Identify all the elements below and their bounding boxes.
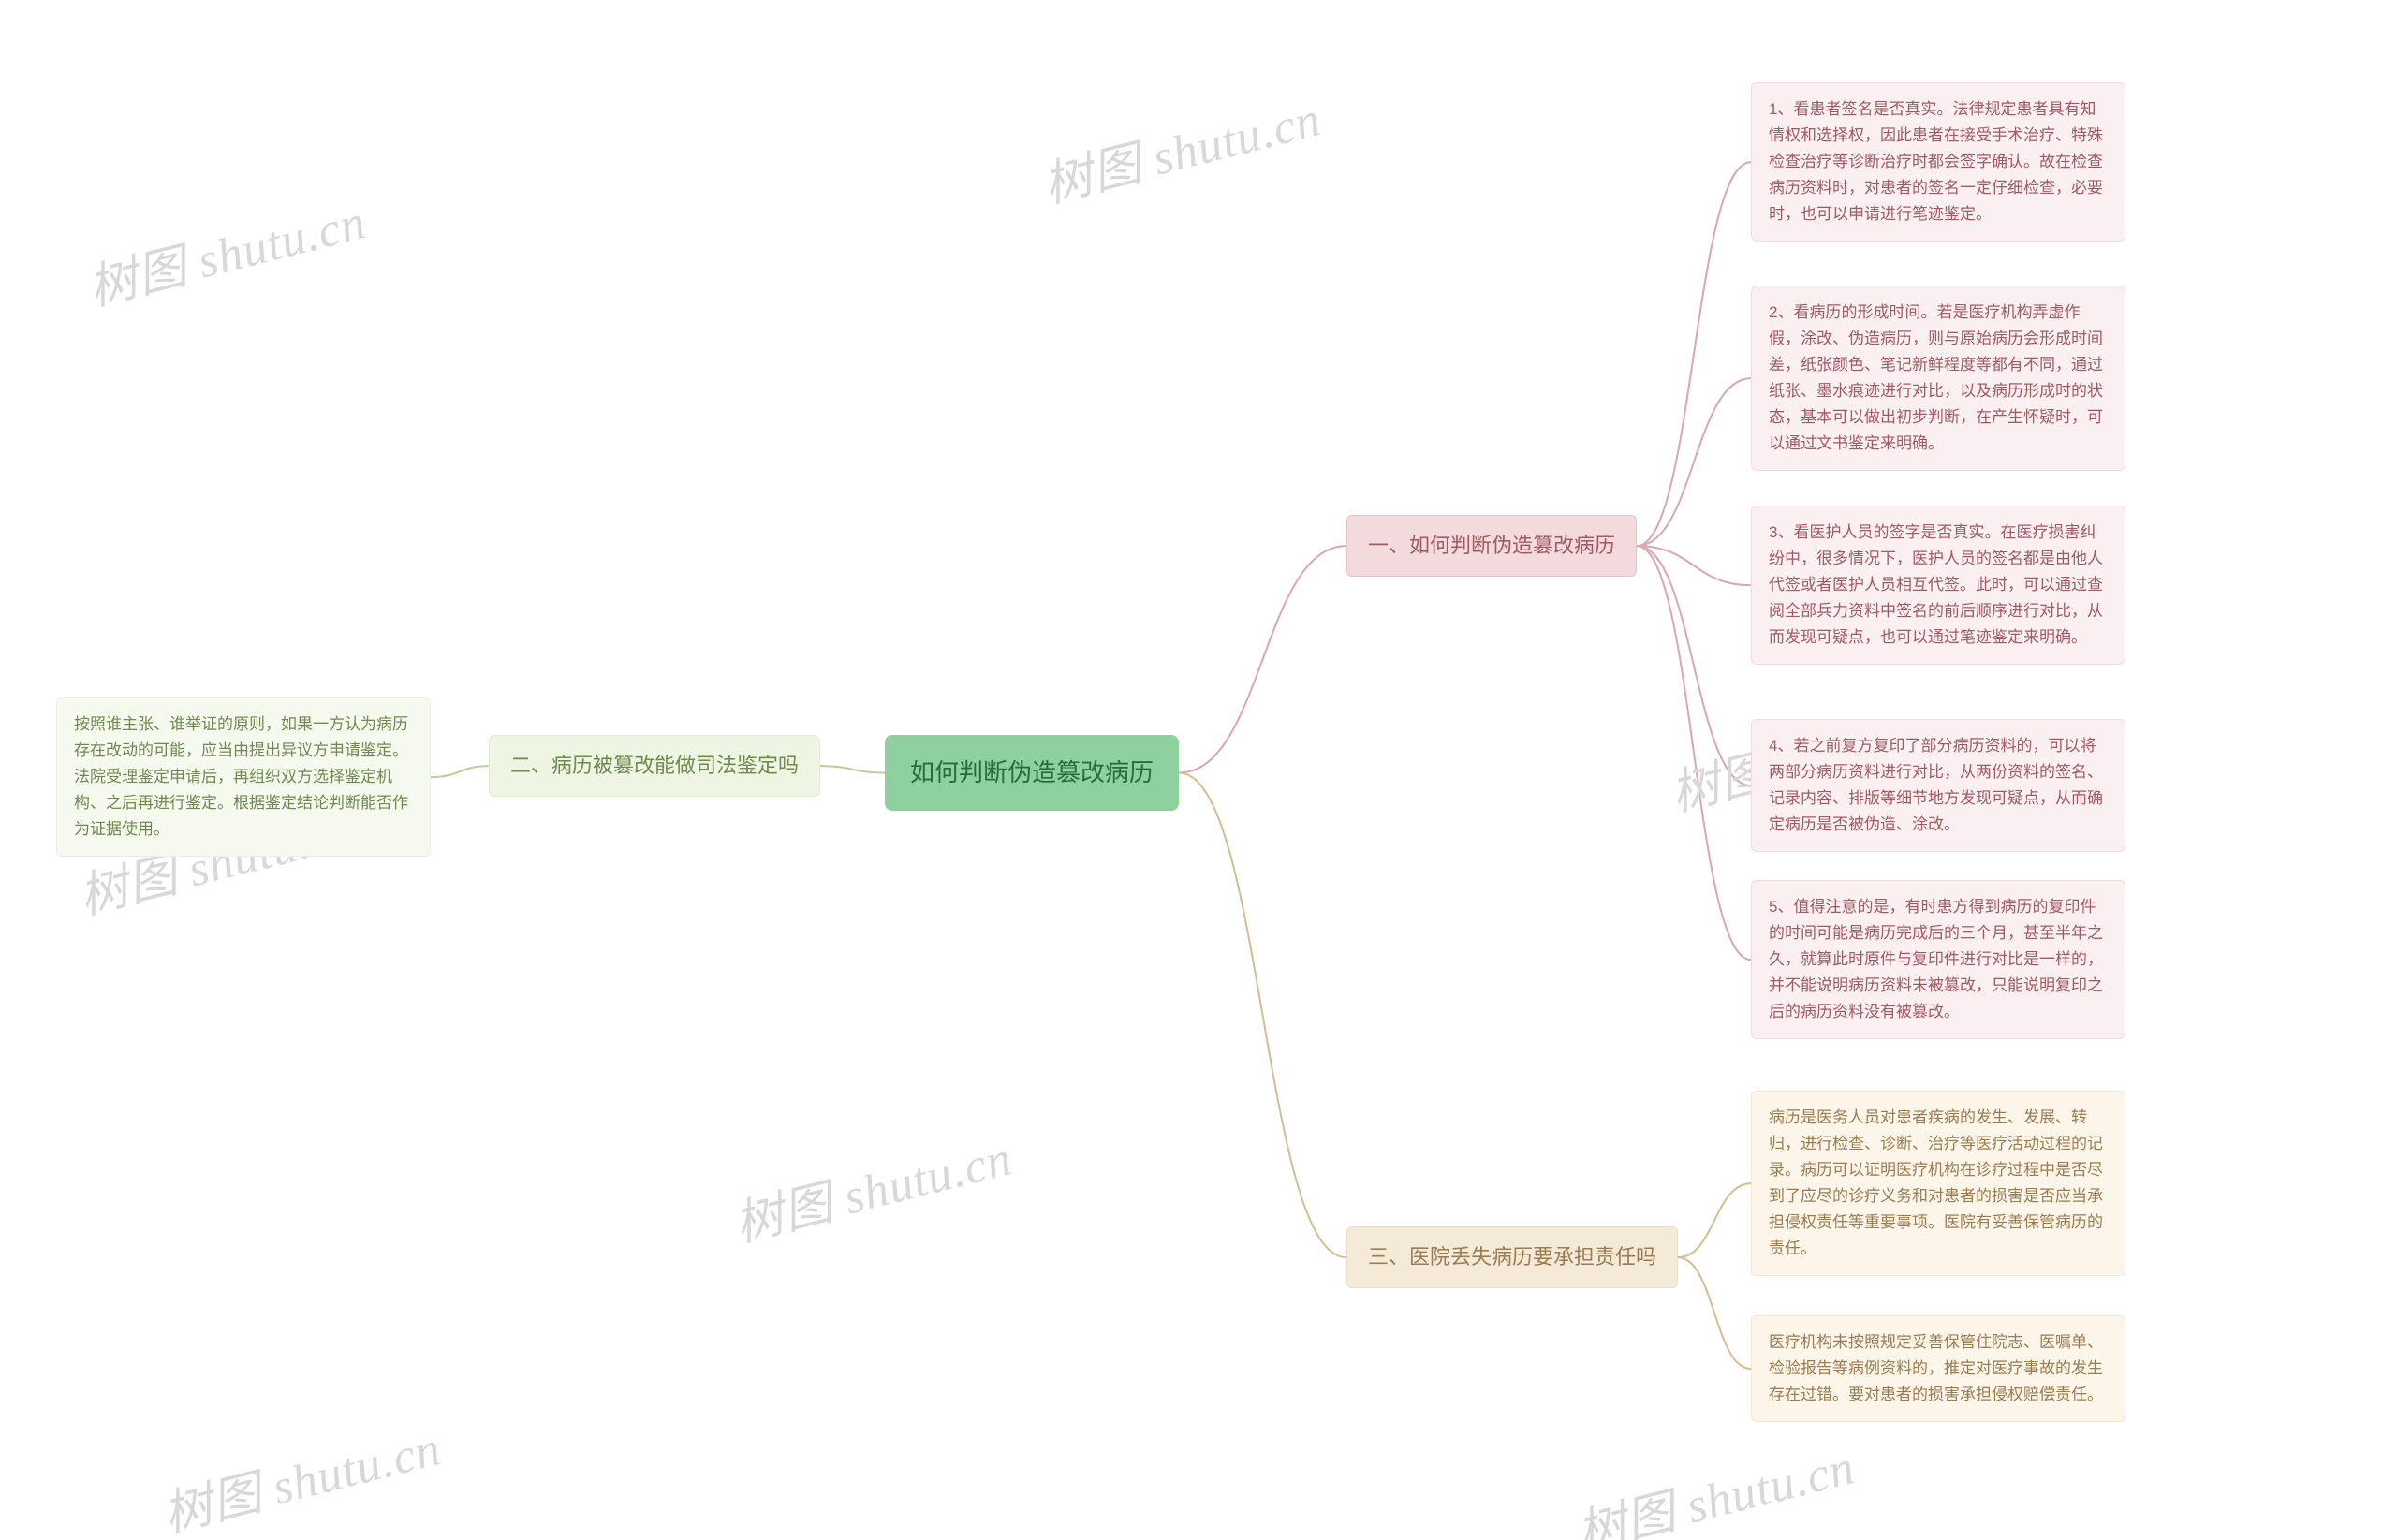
- branch-node-2-label: 二、病历被篡改能做司法鉴定吗: [510, 754, 799, 777]
- leaf-node-2-1: 按照谁主张、谁举证的原则，如果一方认为病历存在改动的可能，应当由提出异议方申请鉴…: [56, 697, 431, 857]
- leaf-node-2-1-label: 按照谁主张、谁举证的原则，如果一方认为病历存在改动的可能，应当由提出异议方申请鉴…: [74, 715, 408, 838]
- leaf-node-1-2-label: 2、看病历的形成时间。若是医疗机构弄虚作假，涂改、伪造病历，则与原始病历会形成时…: [1769, 303, 2103, 452]
- leaf-node-3-1: 病历是医务人员对患者疾病的发生、发展、转归，进行检查、诊断、治疗等医疗活动过程的…: [1751, 1091, 2125, 1276]
- leaf-node-1-5-label: 5、值得注意的是，有时患方得到病历的复印件的时间可能是病历完成后的三个月，甚至半…: [1769, 898, 2103, 1020]
- watermark-text: 树图 shutu.cn: [1035, 79, 1327, 215]
- leaf-node-3-2-label: 医疗机构未按照规定妥善保管住院志、医嘱单、检验报告等病例资料的，推定对医疗事故的…: [1769, 1333, 2103, 1403]
- watermark-text: 树图 shutu.cn: [154, 1408, 447, 1540]
- branch-node-3-label: 三、医院丢失病历要承担责任吗: [1368, 1245, 1656, 1269]
- mindmap-root: 如何判断伪造篡改病历: [885, 735, 1179, 811]
- leaf-node-1-3-label: 3、看医护人员的签字是否真实。在医疗损害纠纷中，很多情况下，医护人员的签名都是由…: [1769, 523, 2103, 646]
- branch-node-1: 一、如何判断伪造篡改病历: [1346, 515, 1637, 577]
- leaf-node-1-3: 3、看医护人员的签字是否真实。在医疗损害纠纷中，很多情况下，医护人员的签名都是由…: [1751, 506, 2125, 665]
- leaf-node-1-1-label: 1、看患者签名是否真实。法律规定患者具有知情权和选择权，因此患者在接受手术治疗、…: [1769, 100, 2103, 223]
- watermark-text: 树图 shutu.cn: [80, 182, 372, 318]
- leaf-node-1-2: 2、看病历的形成时间。若是医疗机构弄虚作假，涂改、伪造病历，则与原始病历会形成时…: [1751, 286, 2125, 471]
- leaf-node-1-4: 4、若之前复方复印了部分病历资料的，可以将两部分病历资料进行对比，从两份资料的签…: [1751, 719, 2125, 852]
- leaf-node-3-1-label: 病历是医务人员对患者疾病的发生、发展、转归，进行检查、诊断、治疗等医疗活动过程的…: [1769, 1108, 2103, 1257]
- leaf-node-1-1: 1、看患者签名是否真实。法律规定患者具有知情权和选择权，因此患者在接受手术治疗、…: [1751, 82, 2125, 242]
- watermark-text: 树图 shutu.cn: [1568, 1427, 1860, 1540]
- branch-node-2: 二、病历被篡改能做司法鉴定吗: [489, 735, 820, 797]
- root-label: 如何判断伪造篡改病历: [910, 758, 1154, 786]
- branch-node-3: 三、医院丢失病历要承担责任吗: [1346, 1226, 1678, 1288]
- leaf-node-3-2: 医疗机构未按照规定妥善保管住院志、医嘱单、检验报告等病例资料的，推定对医疗事故的…: [1751, 1315, 2125, 1422]
- watermark-text: 树图 shutu.cn: [726, 1118, 1018, 1254]
- leaf-node-1-4-label: 4、若之前复方复印了部分病历资料的，可以将两部分病历资料进行对比，从两份资料的签…: [1769, 737, 2103, 833]
- branch-node-1-label: 一、如何判断伪造篡改病历: [1368, 534, 1615, 557]
- leaf-node-1-5: 5、值得注意的是，有时患方得到病历的复印件的时间可能是病历完成后的三个月，甚至半…: [1751, 880, 2125, 1039]
